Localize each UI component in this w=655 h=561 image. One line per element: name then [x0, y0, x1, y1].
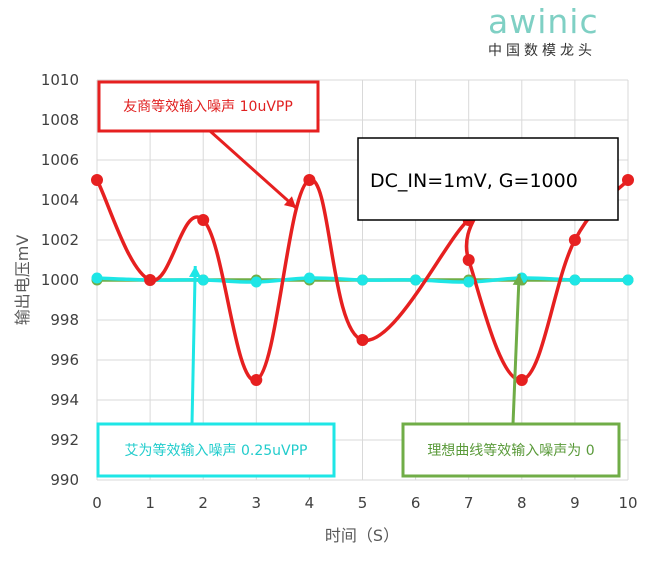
data-point: [463, 276, 475, 288]
arrow-shaft: [511, 273, 521, 425]
y-tick-label: 1004: [41, 191, 79, 209]
data-point: [197, 274, 209, 286]
awinic-logo: awinic 中国数模龙头: [480, 2, 640, 59]
logo-subtitle: 中国数模龙头: [488, 43, 596, 59]
y-tick-label: 996: [50, 351, 79, 369]
x-tick-label: 9: [570, 494, 580, 512]
annotation-red: 友商等效输入噪声 10uVPP: [97, 80, 320, 210]
annotation-cyan-text: 艾为等效输入噪声 0.25uVPP: [125, 442, 308, 459]
x-tick-label: 1: [145, 494, 155, 512]
data-point: [462, 254, 475, 266]
y-tick-labels: 990 992 994 996 998 1000 1002 1004 1006 1008 1010: [41, 71, 79, 489]
data-point: [568, 234, 581, 246]
data-point: [144, 274, 157, 286]
annotation-green-text: 理想曲线等效输入噪声为 0: [427, 442, 594, 459]
x-tick-label: 2: [198, 494, 208, 512]
y-tick-label: 998: [50, 311, 79, 329]
data-point: [197, 214, 210, 226]
data-point: [515, 374, 528, 386]
data-point: [622, 274, 634, 286]
data-point: [410, 274, 422, 286]
annotation-green-arrow: [511, 273, 525, 425]
annotation-black-text: DC_IN=1mV, G=1000: [370, 170, 578, 192]
y-tick-label: 994: [50, 391, 79, 409]
x-tick-label: 4: [305, 494, 315, 512]
arrow-shaft: [190, 265, 197, 425]
annotation-red-box: [97, 80, 320, 133]
annotation-red-text: 友商等效输入噪声 10uVPP: [123, 98, 293, 115]
annotation-black-box: [357, 137, 619, 221]
series-markers: [91, 174, 634, 386]
y-tick-label: 1010: [41, 71, 79, 89]
arrow-head: [189, 266, 202, 278]
y-tick-label: 992: [50, 431, 79, 449]
data-point: [569, 274, 581, 286]
x-tick-label: 5: [358, 494, 368, 512]
x-tick-label: 0: [92, 494, 102, 512]
x-tick-label: 6: [411, 494, 421, 512]
data-point: [622, 174, 634, 186]
x-tick-label: 8: [517, 494, 527, 512]
x-tick-label: 7: [464, 494, 474, 512]
data-point: [357, 274, 368, 286]
y-axis-label: 输出电压mV: [13, 235, 32, 326]
x-tick-label: 3: [252, 494, 262, 512]
annotation-green: 理想曲线等效输入噪声为 0: [401, 273, 621, 478]
logo-wordmark: awinic: [488, 2, 599, 41]
y-tick-label: 1008: [41, 111, 79, 129]
y-tick-label: 1000: [41, 271, 79, 289]
data-point: [91, 174, 103, 186]
arrow-head: [512, 274, 525, 286]
arrow-shaft: [209, 129, 298, 210]
data-point: [303, 272, 315, 284]
annotation-green-box: [401, 422, 621, 478]
data-point: [250, 276, 262, 288]
x-tick-label: 10: [618, 494, 637, 512]
data-point: [356, 334, 369, 346]
x-tick-labels: 0 1 2 3 4 5 6 7 8 9 10: [92, 494, 637, 512]
annotation-black: DC_IN=1mV, G=1000: [357, 137, 619, 221]
annotation-cyan-box: [96, 422, 336, 478]
data-point: [303, 174, 316, 186]
data-point: [91, 272, 103, 284]
annotation-cyan-arrow: [189, 265, 202, 425]
annotation-red-arrow: [209, 129, 298, 210]
annotation-cyan: 艾为等效输入噪声 0.25uVPP: [96, 265, 336, 478]
x-axis-label: 时间（S）: [325, 526, 399, 545]
y-tick-label: 1006: [41, 151, 79, 169]
data-point: [250, 374, 263, 386]
arrow-head: [283, 196, 297, 208]
y-tick-label: 1002: [41, 231, 79, 249]
y-tick-label: 990: [50, 471, 79, 489]
